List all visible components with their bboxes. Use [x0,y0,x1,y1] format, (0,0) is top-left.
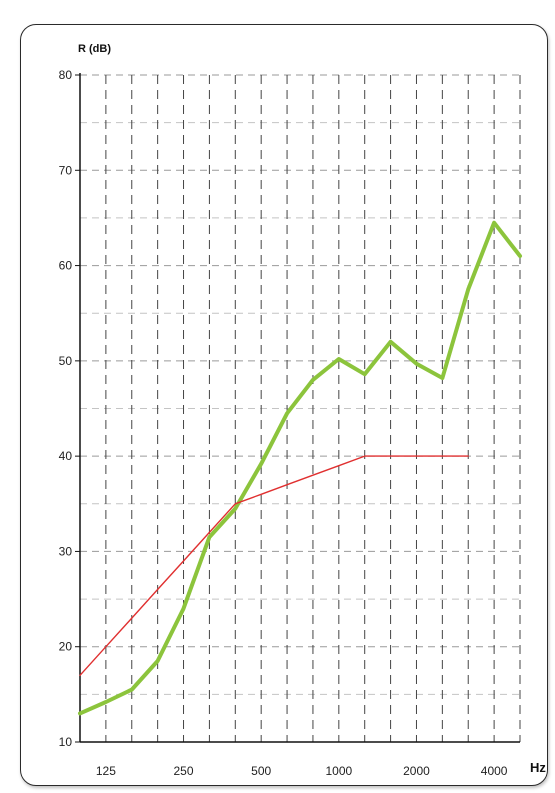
reference-curve-line [79,455,469,676]
x-tick-label: 4000 [481,764,508,778]
chart-frame [20,24,548,786]
y-tick-label: 40 [59,449,73,463]
y-tick-label: 80 [59,68,73,82]
x-tick-label: 1000 [325,764,352,778]
x-tick-label: 500 [251,764,271,778]
x-tick-label: 250 [174,764,194,778]
axes [75,73,520,743]
series-layer [78,220,522,716]
x-tick-labels: 125 250 500 1000 2000 4000 [96,764,508,778]
y-axis-label: R (dB) [78,43,111,55]
y-tick-label: 60 [59,259,73,273]
y-tick-label: 10 [59,735,73,749]
y-tick-label: 70 [59,163,73,177]
y-tick-labels: 10 20 30 40 50 60 70 80 [59,68,73,749]
x-tick-label: 2000 [403,764,430,778]
x-tick-label: 125 [96,764,116,778]
grid [80,74,521,742]
measured-series-line [78,220,522,716]
x-axis-unit: Hz [530,760,546,775]
y-tick-label: 20 [59,640,73,654]
y-tick-label: 30 [59,544,73,558]
y-tick-label: 50 [59,354,73,368]
